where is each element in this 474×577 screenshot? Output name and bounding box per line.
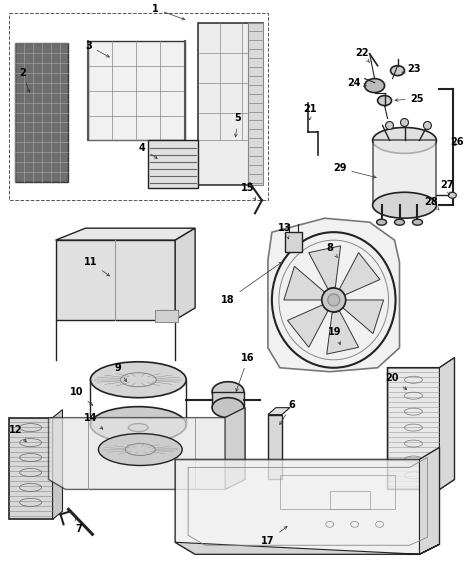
Polygon shape <box>225 407 245 489</box>
Text: 27: 27 <box>441 180 454 194</box>
Text: 24: 24 <box>347 77 366 88</box>
Polygon shape <box>284 267 324 300</box>
Polygon shape <box>309 246 341 288</box>
Polygon shape <box>373 140 437 205</box>
Polygon shape <box>288 305 328 347</box>
Text: 17: 17 <box>261 526 287 546</box>
Text: 5: 5 <box>235 114 241 137</box>
Ellipse shape <box>448 192 456 198</box>
Polygon shape <box>327 312 359 354</box>
Text: 28: 28 <box>425 197 439 210</box>
Ellipse shape <box>328 294 340 306</box>
Polygon shape <box>55 228 195 240</box>
Ellipse shape <box>212 382 244 402</box>
Polygon shape <box>268 407 290 415</box>
Text: 26: 26 <box>451 137 464 148</box>
Ellipse shape <box>322 288 346 312</box>
Text: 10: 10 <box>70 387 93 406</box>
Text: 15: 15 <box>241 183 255 200</box>
Polygon shape <box>175 542 439 554</box>
Text: 8: 8 <box>326 243 338 258</box>
Polygon shape <box>175 448 439 554</box>
Polygon shape <box>248 23 263 185</box>
Ellipse shape <box>376 219 387 225</box>
Polygon shape <box>212 392 244 407</box>
Ellipse shape <box>128 424 148 432</box>
Ellipse shape <box>91 407 186 443</box>
Ellipse shape <box>394 219 404 225</box>
Polygon shape <box>340 253 380 295</box>
Polygon shape <box>439 358 455 489</box>
Text: 16: 16 <box>236 353 255 391</box>
Text: 1: 1 <box>152 4 185 20</box>
Text: 6: 6 <box>280 400 295 425</box>
Ellipse shape <box>412 219 422 225</box>
Text: 9: 9 <box>115 363 127 381</box>
Polygon shape <box>148 140 198 188</box>
Polygon shape <box>198 23 263 185</box>
Polygon shape <box>175 228 195 320</box>
Text: 7: 7 <box>75 518 82 534</box>
Polygon shape <box>419 448 439 554</box>
Ellipse shape <box>365 78 384 92</box>
Polygon shape <box>9 418 53 519</box>
Text: 21: 21 <box>303 103 317 119</box>
Polygon shape <box>55 240 175 320</box>
Text: 2: 2 <box>19 68 30 92</box>
Ellipse shape <box>401 118 409 126</box>
Ellipse shape <box>423 122 431 129</box>
Polygon shape <box>89 41 185 140</box>
Ellipse shape <box>99 433 182 466</box>
Polygon shape <box>15 43 69 182</box>
Text: 20: 20 <box>385 373 407 389</box>
Ellipse shape <box>385 122 393 129</box>
Polygon shape <box>285 232 302 252</box>
Text: 19: 19 <box>328 327 341 344</box>
Polygon shape <box>155 310 178 322</box>
Polygon shape <box>48 407 245 489</box>
Text: 3: 3 <box>85 41 109 57</box>
Ellipse shape <box>373 192 437 218</box>
Ellipse shape <box>378 96 392 106</box>
Text: 13: 13 <box>278 223 292 239</box>
Text: 22: 22 <box>355 48 370 63</box>
Ellipse shape <box>373 128 437 153</box>
Text: 23: 23 <box>402 63 421 74</box>
Text: 25: 25 <box>395 93 424 103</box>
Polygon shape <box>343 300 383 334</box>
Ellipse shape <box>91 362 186 398</box>
Polygon shape <box>53 410 63 519</box>
Polygon shape <box>268 218 400 372</box>
Text: 29: 29 <box>333 163 376 178</box>
Text: 14: 14 <box>84 413 103 429</box>
Text: 18: 18 <box>221 262 282 305</box>
Ellipse shape <box>391 66 404 76</box>
Polygon shape <box>268 415 282 479</box>
Text: 11: 11 <box>84 257 109 276</box>
Ellipse shape <box>212 398 244 418</box>
Text: 12: 12 <box>9 425 26 442</box>
Text: 4: 4 <box>139 144 157 159</box>
Polygon shape <box>388 358 455 489</box>
